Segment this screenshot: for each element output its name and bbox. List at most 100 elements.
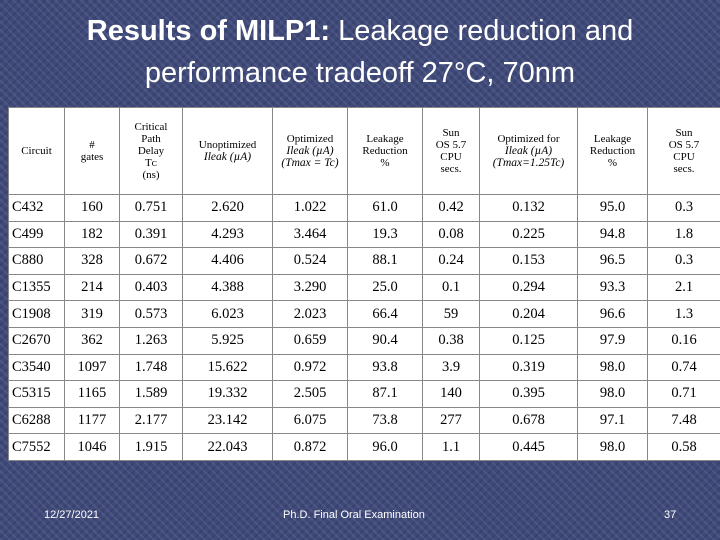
circuit-name-cell: C5315 <box>8 380 65 408</box>
table-cell: 59 <box>422 300 480 328</box>
table-cell: 0.08 <box>422 220 480 249</box>
circuit-name-cell: C6288 <box>8 406 65 435</box>
table-cell: 2.620 <box>182 194 273 222</box>
table-cell: 0.445 <box>479 433 578 461</box>
table-row: C6288 1177 2.177 23.142 6.075 73.8 277 0.678 97.… <box>8 406 720 435</box>
table-row: C2670 362 1.263 5.925 0.659 90.4 0.38 0.125 97.9… <box>8 326 720 355</box>
table-cell: 1.589 <box>119 380 183 408</box>
column-header-line: Tᴄ <box>145 157 157 169</box>
table-cell: 73.8 <box>347 406 423 435</box>
results-table: Circuit # gates Critical Path Delay Tᴄ (ns) Unop… <box>8 107 720 461</box>
table-cell: 0.678 <box>479 406 578 435</box>
column-header-line: Critical <box>134 121 168 133</box>
column-header-line: Leakage <box>366 133 404 145</box>
table-cell: 0.153 <box>479 247 578 275</box>
table-cell: 19.332 <box>182 380 273 408</box>
table-cell: 0.672 <box>119 247 183 275</box>
column-header-line: secs. <box>673 163 695 175</box>
table-cell: 182 <box>64 220 120 249</box>
table-row: C7552 1046 1.915 22.043 0.872 96.0 1.1 0.445 98.… <box>8 433 720 461</box>
column-header-line: Path <box>141 133 161 145</box>
slide-title-line1: Results of MILP1: Leakage reduction and <box>0 10 720 52</box>
table-cell: 93.3 <box>577 273 648 302</box>
table-cell: 0.294 <box>479 273 578 302</box>
table-cell: 6.075 <box>272 406 348 435</box>
title-regular-text: Leakage reduction and <box>330 15 634 47</box>
table-cell: 87.1 <box>347 380 423 408</box>
table-cell: 4.406 <box>182 247 273 275</box>
table-cell: 319 <box>64 300 120 328</box>
column-header-line: CPU <box>673 151 695 163</box>
column-header-line: Ileak (µA) <box>504 145 553 157</box>
circuit-name-cell: C3540 <box>8 353 65 382</box>
column-header-line: Reduction <box>362 145 408 157</box>
circuit-name-cell: C499 <box>8 220 65 249</box>
column-header: # gates <box>64 107 120 195</box>
column-header-line: # <box>89 139 95 151</box>
table-cell: 0.225 <box>479 220 578 249</box>
table-cell: 140 <box>422 380 480 408</box>
column-header-line: Circuit <box>21 145 52 157</box>
column-header-line: Delay <box>137 145 165 157</box>
column-header-line: Sun <box>675 127 693 139</box>
table-cell: 6.023 <box>182 300 273 328</box>
slide-title: Results of MILP1: Leakage reduction and … <box>0 10 720 94</box>
table-cell: 98.0 <box>577 433 648 461</box>
table-row: C5315 1165 1.589 19.332 2.505 87.1 140 0.395 98.… <box>8 380 720 408</box>
table-cell: 0.751 <box>119 194 183 222</box>
table-row: C1355 214 0.403 4.388 3.290 25.0 0.1 0.294 93.3 2… <box>8 273 720 302</box>
table-cell: 0.972 <box>272 353 348 382</box>
table-cell: 2.1 <box>647 273 720 302</box>
table-cell: 23.142 <box>182 406 273 435</box>
table-cell: 0.659 <box>272 326 348 355</box>
column-header: Leakage Reduction% <box>347 107 423 195</box>
table-cell: 1.263 <box>119 326 183 355</box>
circuit-name-cell: C432 <box>8 194 65 222</box>
table-cell: 88.1 <box>347 247 423 275</box>
column-header: Circuit <box>8 107 65 195</box>
table-row: C880 328 0.672 4.406 0.524 88.1 0.24 0.153 96.5 0… <box>8 247 720 275</box>
column-header-line: Unoptimized <box>198 139 257 151</box>
column-header-line: % <box>380 157 390 169</box>
table-cell: 3.9 <box>422 353 480 382</box>
table-cell: 0.58 <box>647 433 720 461</box>
table-cell: 0.524 <box>272 247 348 275</box>
table-cell: 0.573 <box>119 300 183 328</box>
column-header-line: Optimized for <box>497 133 560 145</box>
table-cell: 96.0 <box>347 433 423 461</box>
table-cell: 97.9 <box>577 326 648 355</box>
table-cell: 7.48 <box>647 406 720 435</box>
table-cell: 94.8 <box>577 220 648 249</box>
table-row: C499 182 0.391 4.293 3.464 19.3 0.08 0.225 94.8 1… <box>8 220 720 249</box>
table-cell: 90.4 <box>347 326 423 355</box>
column-header: Critical Path Delay Tᴄ (ns) <box>119 107 183 195</box>
table-cell: 3.290 <box>272 273 348 302</box>
table-cell: 1046 <box>64 433 120 461</box>
table-cell: 1.748 <box>119 353 183 382</box>
table-cell: 1.3 <box>647 300 720 328</box>
circuit-name-cell: C1355 <box>8 273 65 302</box>
table-cell: 0.872 <box>272 433 348 461</box>
column-header-line: OS 5.7 <box>435 139 467 151</box>
circuit-name-cell: C2670 <box>8 326 65 355</box>
table-cell: 0.74 <box>647 353 720 382</box>
circuit-name-cell: C7552 <box>8 433 65 461</box>
column-header-line: Ileak (µA) <box>203 151 252 163</box>
table-cell: 1.1 <box>422 433 480 461</box>
column-header-line: % <box>607 157 618 169</box>
table-cell: 4.388 <box>182 273 273 302</box>
table-cell: 0.132 <box>479 194 578 222</box>
table-row: C3540 1097 1.748 15.622 0.972 93.8 3.9 0.319 98.… <box>8 353 720 382</box>
table-cell: 5.925 <box>182 326 273 355</box>
column-header: Optimized Ileak (µA) (Tmax = Tc) <box>272 107 348 195</box>
table-cell: 1.022 <box>272 194 348 222</box>
table-cell: 0.71 <box>647 380 720 408</box>
slide-title-line2: performance tradeoff 27°C, 70nm <box>144 57 576 89</box>
table-row: C1908 319 0.573 6.023 2.023 66.4 59 0.204 96.6 1.… <box>8 300 720 328</box>
table-cell: 25.0 <box>347 273 423 302</box>
table-cell: 214 <box>64 273 120 302</box>
table-cell: 1165 <box>64 380 120 408</box>
column-header: Unoptimized Ileak (µA) <box>182 107 273 195</box>
table-cell: 0.3 <box>647 247 720 275</box>
table-cell: 98.0 <box>577 353 648 382</box>
